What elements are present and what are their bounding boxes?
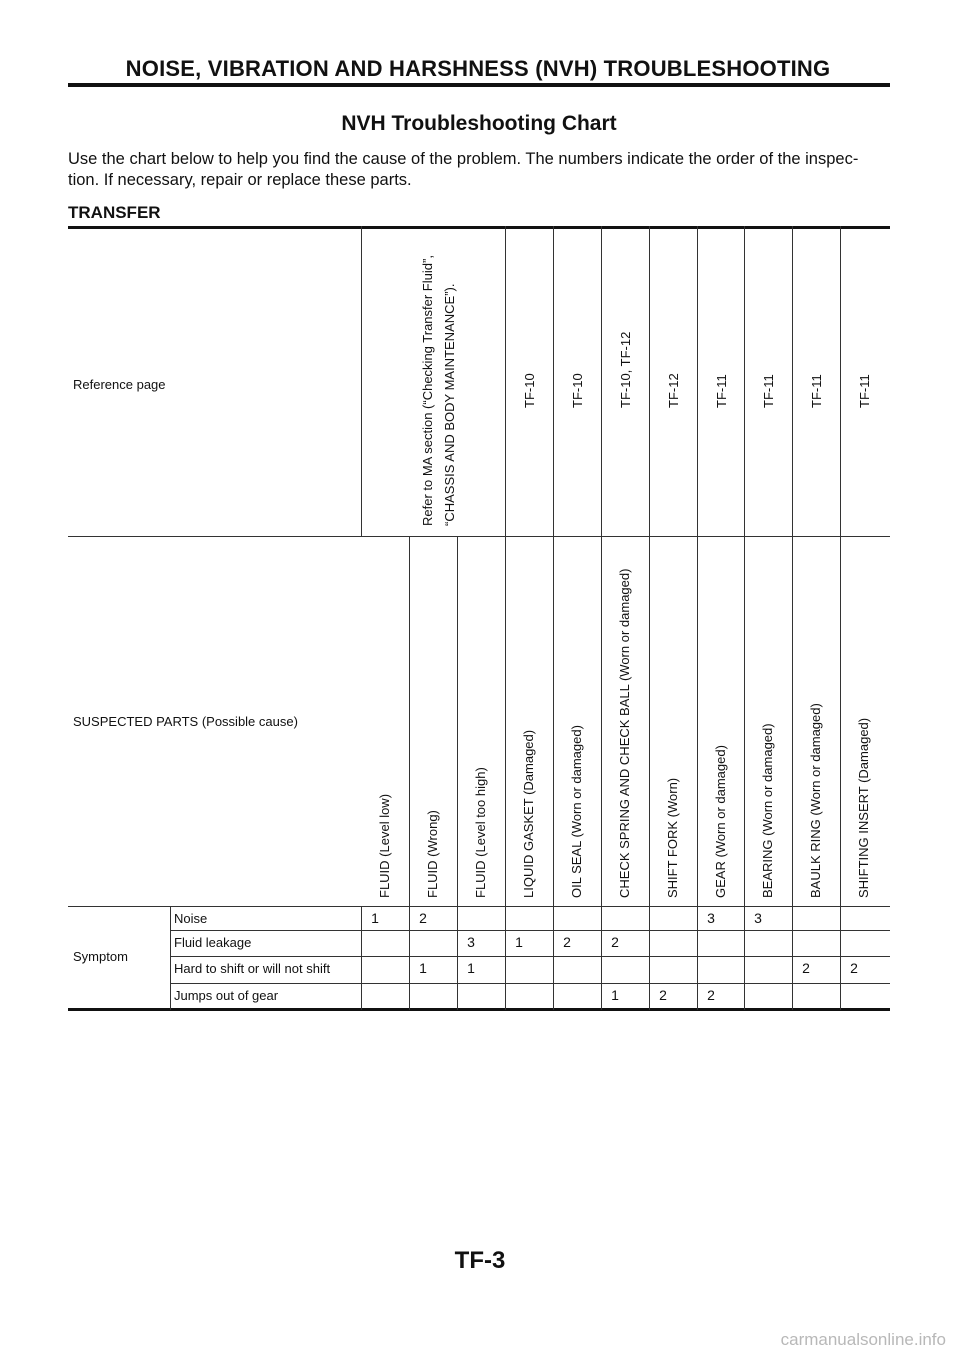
table-top-rule — [68, 226, 890, 229]
suspected-part-label: LIQUID GASKET (Damaged) — [521, 729, 536, 898]
inspection-order-cell: 1 — [515, 934, 523, 950]
symptom-name: Noise — [174, 911, 208, 926]
ma-reference-line-1: Refer to MA section (“Checking Transfer … — [420, 255, 435, 526]
section-heading: TRANSFER — [68, 203, 161, 222]
inspection-order-cell: 2 — [802, 960, 810, 976]
table-vrule — [792, 536, 793, 1010]
table-vrule — [840, 226, 841, 536]
inspection-order-cell: 1 — [467, 960, 475, 976]
reference-page-cell: TF-10 — [570, 373, 585, 408]
chart-title: NVH Troubleshooting Chart — [341, 112, 617, 135]
suspected-part-label: SHIFT FORK (Worn) — [665, 777, 680, 898]
table-rule — [170, 956, 890, 957]
table-vrule — [649, 536, 650, 1010]
table-vrule — [553, 536, 554, 1010]
table-vrule — [361, 906, 362, 1010]
table-vrule — [744, 226, 745, 536]
inspection-order-cell: 3 — [754, 910, 762, 926]
page-code: TF-3 — [454, 1247, 506, 1274]
reference-page-cell: TF-12 — [666, 373, 681, 408]
table-vrule — [697, 536, 698, 1010]
table-vrule — [649, 226, 650, 536]
table-rule — [68, 906, 890, 907]
table-vrule — [601, 226, 602, 536]
ma-reference-line-2: “CHASSIS AND BODY MAINTENANCE”). — [442, 283, 457, 526]
table-vrule — [744, 536, 745, 1010]
table-vrule — [457, 536, 458, 1010]
suspected-part-label: FLUID (Level too high) — [473, 767, 488, 898]
inspection-order-cell: 1 — [371, 910, 379, 926]
suspected-part-label: CHECK SPRING AND CHECK BALL (Worn or dam… — [617, 568, 632, 898]
reference-page-cell: TF-11 — [857, 374, 872, 408]
table-rule — [170, 930, 890, 931]
header-rule — [68, 83, 890, 87]
symptom-name: Hard to shift or will not shift — [174, 961, 331, 976]
watermark: carmanualsonline.info — [780, 1330, 946, 1349]
page-header-title: NOISE, VIBRATION AND HARSHNESS (NVH) TRO… — [125, 56, 831, 81]
inspection-order-cell: 2 — [419, 910, 427, 926]
inspection-order-cell: 2 — [563, 934, 571, 950]
intro-paragraph: Use the chart below to help you find the… — [68, 150, 859, 189]
reference-page-label: Reference page — [73, 377, 166, 392]
symptom-name: Jumps out of gear — [174, 988, 279, 1003]
inspection-order-cell: 2 — [850, 960, 858, 976]
inspection-order-cell: 1 — [419, 960, 427, 976]
reference-page-cell: TF-10 — [522, 373, 537, 408]
symptom-label: Symptom — [73, 949, 128, 964]
inspection-order-cell: 2 — [659, 987, 667, 1003]
table-vrule — [553, 226, 554, 536]
symptom-name: Fluid leakage — [174, 935, 252, 950]
table-vrule — [792, 226, 793, 536]
table-vrule — [409, 536, 410, 1010]
suspected-part-label: GEAR (Worn or damaged) — [713, 745, 728, 898]
inspection-order-cell: 1 — [611, 987, 619, 1003]
suspected-part-label: FLUID (Wrong) — [425, 810, 440, 898]
suspected-part-label: BEARING (Worn or damaged) — [760, 723, 775, 898]
reference-page-cell: TF-10, TF-12 — [618, 331, 633, 408]
suspected-part-label: OIL SEAL (Worn or damaged) — [569, 725, 584, 898]
suspected-part-label: FLUID (Level low) — [377, 793, 392, 898]
table-vrule — [697, 226, 698, 536]
nvh-table: Reference page SUSPECTED PARTS (Possible… — [68, 226, 890, 1012]
table-vrule — [361, 226, 362, 536]
table-bottom-rule — [68, 1008, 890, 1011]
suspected-part-label: SHIFTING INSERT (Damaged) — [856, 717, 871, 898]
table-vrule — [170, 906, 171, 1010]
table-vrule — [505, 226, 506, 536]
inspection-order-cell: 3 — [467, 934, 475, 950]
table-rule — [170, 983, 890, 984]
table-vrule — [601, 536, 602, 1010]
inspection-order-cell: 2 — [707, 987, 715, 1003]
inspection-order-cell: 2 — [611, 934, 619, 950]
suspected-parts-label: SUSPECTED PARTS (Possible cause) — [73, 714, 298, 729]
table-vrule — [505, 536, 506, 1010]
table-vrule — [840, 536, 841, 1010]
inspection-order-cell: 3 — [707, 910, 715, 926]
reference-page-cell: TF-11 — [809, 374, 824, 408]
suspected-part-label: BAULK RING (Worn or damaged) — [808, 703, 823, 898]
reference-page-cell: TF-11 — [761, 374, 776, 408]
table-rule — [68, 536, 890, 537]
reference-page-cell: TF-11 — [714, 374, 729, 408]
